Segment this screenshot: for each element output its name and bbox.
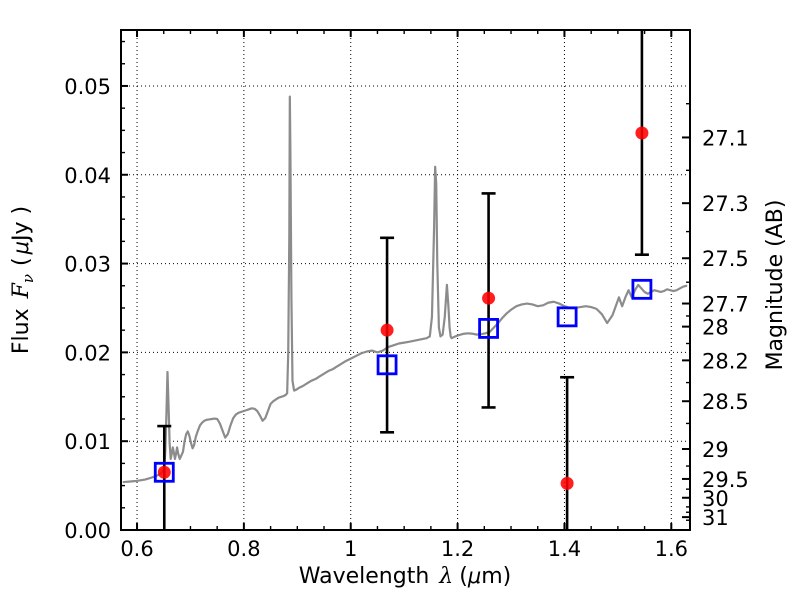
y-tick-label: 0.04 — [64, 164, 111, 188]
model-photometry-markers — [153, 278, 653, 483]
svg-text:FluxFν(μJy ): FluxFν(μJy ) — [9, 206, 37, 354]
model-photometry-square — [631, 278, 653, 300]
magnitude-tick-label: 29.5 — [702, 468, 749, 492]
magnitude-tick-label: 28.2 — [702, 349, 749, 373]
magnitude-tick-label: 27.3 — [702, 192, 749, 216]
magnitude-tick-label: 27.5 — [702, 247, 749, 271]
magnitude-tick-label: 29 — [702, 438, 729, 462]
observed-photometry-circle — [157, 465, 171, 479]
gridlines — [121, 30, 690, 530]
magnitude-tick-label: 30 — [702, 487, 729, 511]
model-photometry-square — [376, 354, 398, 376]
observed-photometry-circle — [482, 291, 496, 305]
model-photometry-square — [153, 461, 175, 483]
plot-border — [120, 29, 691, 531]
secondary-y-axis-title-text: Magnitude (AB) — [763, 200, 788, 371]
observed-photometry-circle — [560, 476, 574, 490]
x-tick-label: 1.4 — [548, 537, 581, 561]
secondary-y-axis-title: Magnitude (AB) — [763, 200, 788, 371]
observed-photometry-markers — [157, 126, 649, 490]
magnitude-tick-label: 28 — [702, 316, 729, 340]
x-tick-label: 1.6 — [655, 537, 688, 561]
x-axis-ticks: 0.6 0.8 1 1.2 1.4 1.6 — [120, 30, 688, 561]
observed-photometry-circle — [380, 323, 394, 337]
axes-frame — [120, 29, 691, 531]
x-tick-label: 0.6 — [120, 537, 153, 561]
y-axis-title: FluxFν(μJy ) — [9, 206, 37, 354]
magnitude-tick-label: 31 — [702, 506, 729, 530]
y-tick-label: 0.01 — [64, 430, 111, 454]
y-tick-label: 0.05 — [64, 75, 111, 99]
magnitude-tick-label: 27.1 — [702, 126, 749, 150]
magnitude-tick-label: 28.5 — [702, 390, 749, 414]
x-tick-label: 1.2 — [441, 537, 474, 561]
model-photometry-square — [556, 306, 578, 328]
magnitude-tick-label: 27.7 — [702, 293, 749, 317]
y-tick-label: 0.03 — [64, 253, 111, 277]
y-tick-label: 0.02 — [64, 341, 111, 365]
x-tick-label: 0.8 — [227, 537, 260, 561]
y-tick-label: 0.00 — [64, 519, 111, 543]
observed-photometry-circle — [635, 126, 649, 140]
model-photometry-square — [478, 318, 499, 339]
y-axis-ticks: 0.00 0.01 0.02 0.03 0.04 0.05 — [64, 40, 128, 543]
x-axis-title: Wavelength λ (μm) — [299, 564, 511, 589]
x-tick-label: 1 — [344, 537, 357, 561]
